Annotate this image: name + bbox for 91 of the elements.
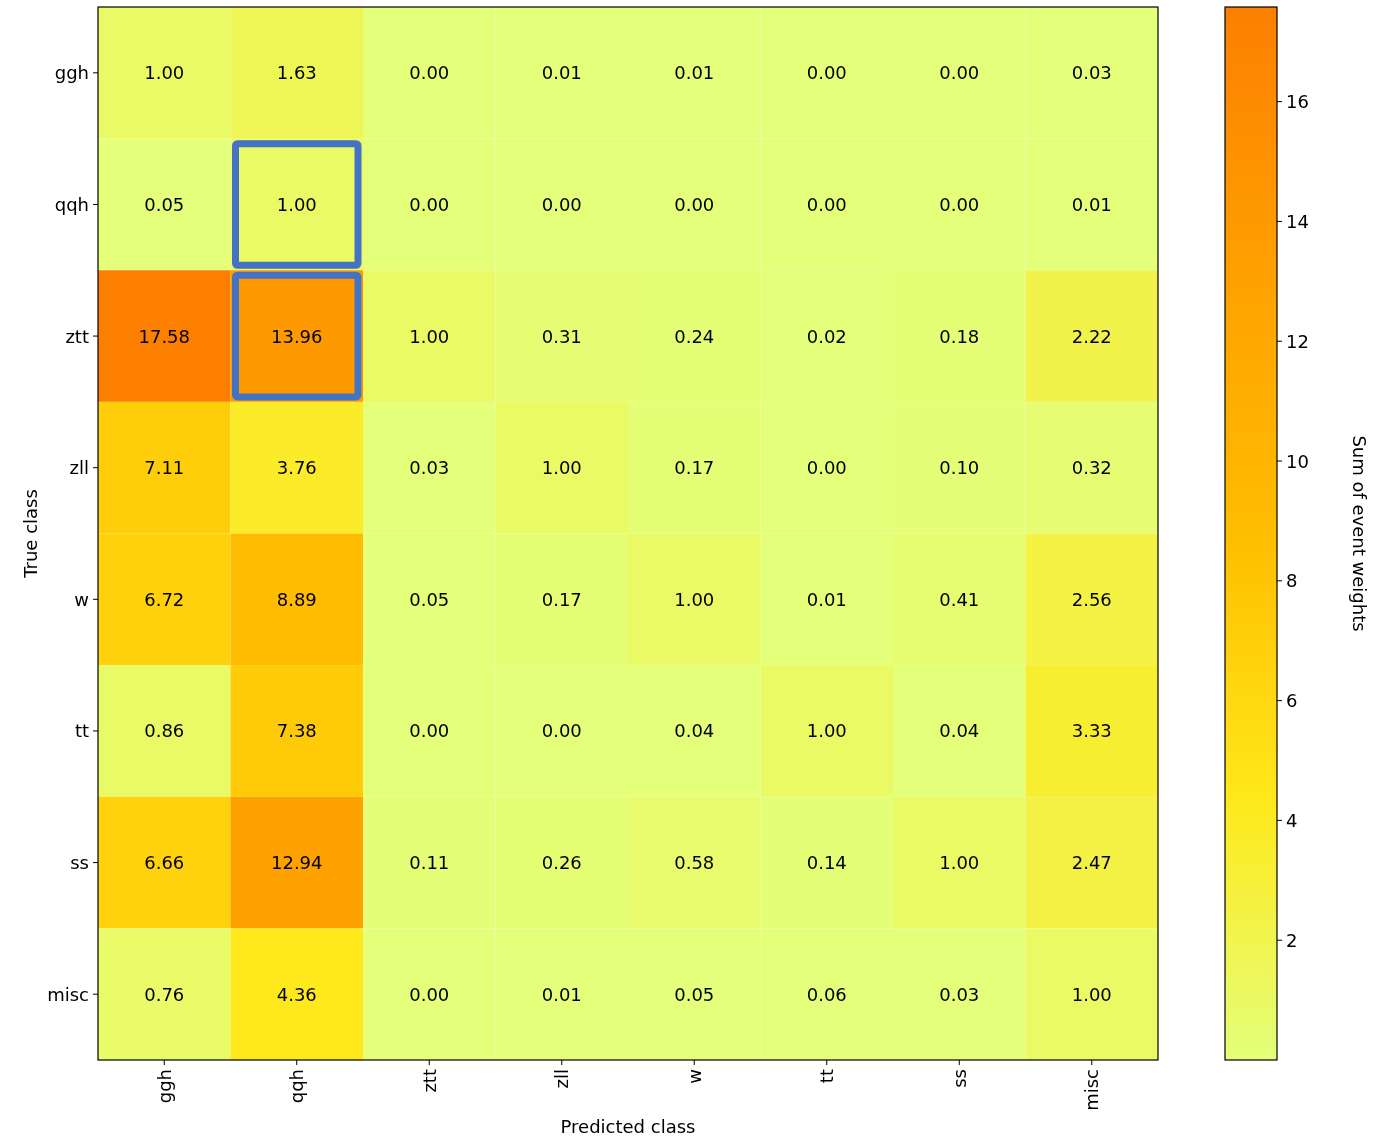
data-label: 1.00 [939,852,980,874]
y-tick-label: ggh [54,62,89,84]
x-tick-label: w [683,1069,705,1084]
data-label: 0.01 [1071,193,1112,215]
data-label: 2.47 [1071,852,1112,874]
data-label: 13.96 [270,325,323,347]
y-axis-title: True class [19,489,41,579]
data-label: 0.05 [674,983,715,1005]
color-bar-label: 12 [1286,330,1309,352]
data-label: 12.94 [270,852,323,874]
color-bar-label: 14 [1286,210,1309,232]
data-label: 0.31 [541,325,582,347]
data-label: 0.00 [806,62,847,84]
y-tick-label: zll [69,457,89,479]
data-label: 2.56 [1071,588,1112,610]
color-bar-label: 2 [1286,929,1298,951]
x-tick-label: ztt [418,1069,440,1093]
data-label: 1.00 [674,588,715,610]
y-tick-label: w [74,588,89,610]
x-tick-label: ss [948,1069,970,1088]
x-tick-label: misc [1081,1069,1103,1111]
data-label: 1.00 [1071,983,1112,1005]
data-label: 0.01 [541,983,582,1005]
data-label: 0.00 [409,720,450,742]
data-label: 0.76 [144,983,185,1005]
y-tick-label: tt [74,720,89,742]
data-label: 0.00 [939,193,980,215]
data-label: 0.00 [409,62,450,84]
data-label: 2.22 [1071,325,1112,347]
data-label: 4.36 [276,983,317,1005]
data-label: 0.24 [674,325,715,347]
data-label: 0.11 [409,852,450,874]
color-bar-label: 6 [1286,690,1298,712]
data-label: 0.01 [541,62,582,84]
color-bar-label: 8 [1286,570,1298,592]
data-label: 7.38 [276,720,317,742]
data-label: 0.58 [674,852,715,874]
data-label: 0.06 [806,983,847,1005]
data-label: 0.14 [806,852,847,874]
data-label: 0.03 [1071,62,1112,84]
data-label: 8.89 [276,588,317,610]
data-label: 3.76 [276,457,317,479]
data-label: 0.00 [806,457,847,479]
data-label: 1.00 [806,720,847,742]
data-label: 0.17 [674,457,715,479]
data-label: 7.11 [144,457,185,479]
data-label: 0.10 [939,457,980,479]
x-tick-label: ggh [153,1069,175,1104]
data-label: 0.00 [674,193,715,215]
data-label: 3.33 [1071,720,1112,742]
data-label: 1.00 [541,457,582,479]
x-tick-label: zll [551,1069,573,1089]
data-label: 0.01 [806,588,847,610]
x-tick-label: tt [816,1069,838,1084]
y-tick-label: misc [47,983,89,1005]
data-label: 0.01 [674,62,715,84]
y-tick-label: ss [70,852,89,874]
color-bar-title: Sum of event weights [1349,435,1371,632]
data-label: 1.00 [409,325,450,347]
data-label: 0.02 [806,325,847,347]
data-label: 0.04 [939,720,980,742]
y-tick-label: qqh [54,193,89,215]
data-label: 6.72 [144,588,185,610]
data-label: 1.63 [276,62,317,84]
data-label: 0.17 [541,588,582,610]
data-label: 0.03 [409,457,450,479]
y-tick-label: ztt [65,325,89,347]
x-tick-label: qqh [286,1069,308,1104]
data-label: 0.05 [409,588,450,610]
data-label: 0.00 [939,62,980,84]
data-label: 17.58 [138,325,191,347]
color-bar-label: 4 [1286,809,1298,831]
data-label: 0.00 [409,193,450,215]
data-label: 1.00 [144,62,185,84]
data-label: 6.66 [144,852,185,874]
data-label: 0.86 [144,720,185,742]
data-label: 0.00 [409,983,450,1005]
data-label: 0.05 [144,193,185,215]
data-label: 0.18 [939,325,980,347]
data-label: 0.00 [541,193,582,215]
data-label: 0.32 [1071,457,1112,479]
color-bar-label: 10 [1286,450,1309,472]
x-axis-title: Predicted class [560,1115,696,1136]
data-label: 0.00 [806,193,847,215]
color-bar-label: 16 [1286,91,1309,113]
data-label: 0.00 [541,720,582,742]
data-label: 0.04 [674,720,715,742]
data-label: 0.03 [939,983,980,1005]
data-label: 0.26 [541,852,582,874]
data-label: 1.00 [276,193,317,215]
data-label: 0.41 [939,588,980,610]
